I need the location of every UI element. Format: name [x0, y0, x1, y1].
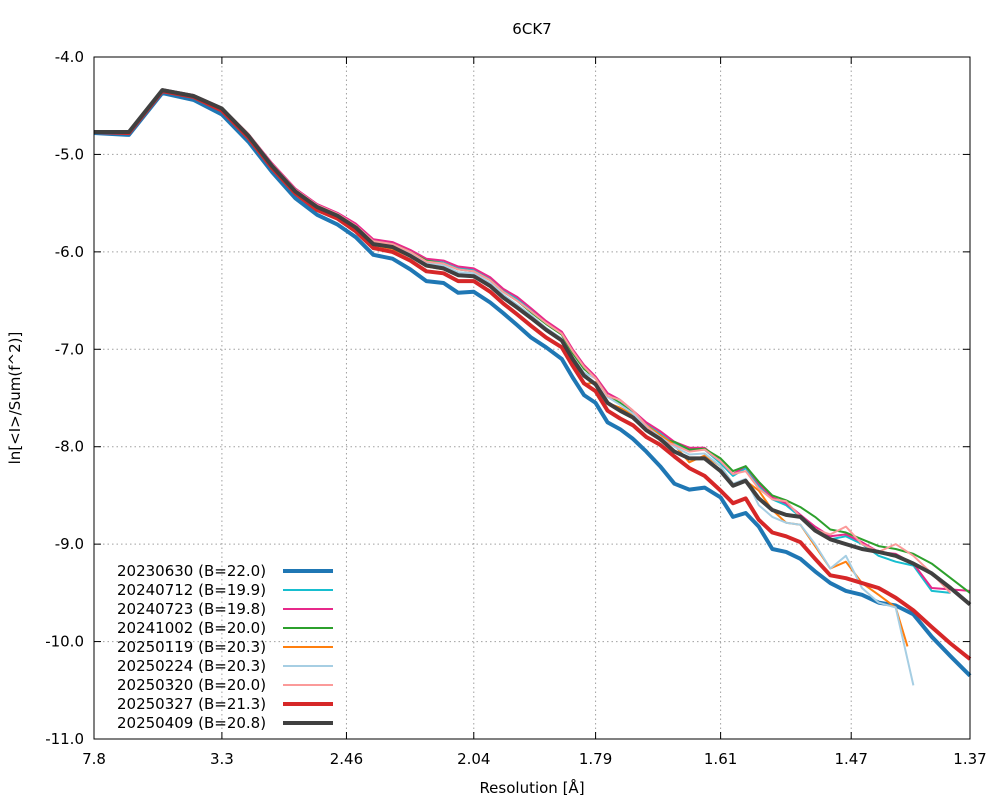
- series-line: [94, 88, 972, 607]
- y-tick-label: -7.0: [55, 340, 84, 358]
- y-tick-label: -4.0: [55, 48, 84, 66]
- x-tick-label: 2.04: [457, 750, 490, 768]
- legend: 20230630 (B=22.0)20240712 (B=19.9)202407…: [117, 562, 333, 732]
- x-tick-label: 1.61: [704, 750, 737, 768]
- x-tick-label: 1.37: [953, 750, 986, 768]
- legend-label: 20250224 (B=20.3): [117, 657, 266, 675]
- series-line: [94, 88, 971, 594]
- legend-label: 20250327 (B=21.3): [117, 695, 266, 713]
- x-tick-label: 1.79: [579, 750, 612, 768]
- series-line: [93, 89, 972, 661]
- legend-label: 20250119 (B=20.3): [117, 638, 266, 656]
- plot-frame: [93, 56, 971, 740]
- series-lines: [93, 88, 972, 686]
- x-tick-label: 3.3: [210, 750, 234, 768]
- chart-title: 6CK7: [512, 20, 551, 38]
- axis-ticks: 7.8 3.3 2.46 2.04 1.79 1.61 1.47 1.37 -4.0 -5.0 -6…: [45, 48, 987, 768]
- legend-label: 20240712 (B=19.9): [117, 581, 266, 599]
- legend-label: 20240723 (B=19.8): [117, 600, 266, 618]
- series-line: [94, 88, 952, 594]
- y-tick-label: -5.0: [55, 145, 84, 163]
- x-tick-label: 7.8: [82, 750, 106, 768]
- y-tick-label: -11.0: [45, 730, 84, 748]
- y-axis-title: ln[<I>/Sum(f^2)]: [6, 332, 24, 465]
- y-tick-label: -8.0: [55, 438, 84, 456]
- y-tick-label: -10.0: [45, 633, 84, 651]
- legend-label: 20250409 (B=20.8): [117, 714, 266, 732]
- y-tick-label: -9.0: [55, 535, 84, 553]
- y-tick-label: -6.0: [55, 243, 84, 261]
- legend-label: 20230630 (B=22.0): [117, 562, 266, 580]
- series-line: [94, 88, 951, 594]
- legend-label: 20250320 (B=20.0): [117, 676, 266, 694]
- series-line: [93, 91, 972, 678]
- x-tick-label: 2.46: [330, 750, 363, 768]
- x-tick-label: 1.47: [835, 750, 868, 768]
- legend-label: 20241002 (B=20.0): [117, 619, 266, 637]
- x-axis-title: Resolution [Å]: [479, 778, 584, 797]
